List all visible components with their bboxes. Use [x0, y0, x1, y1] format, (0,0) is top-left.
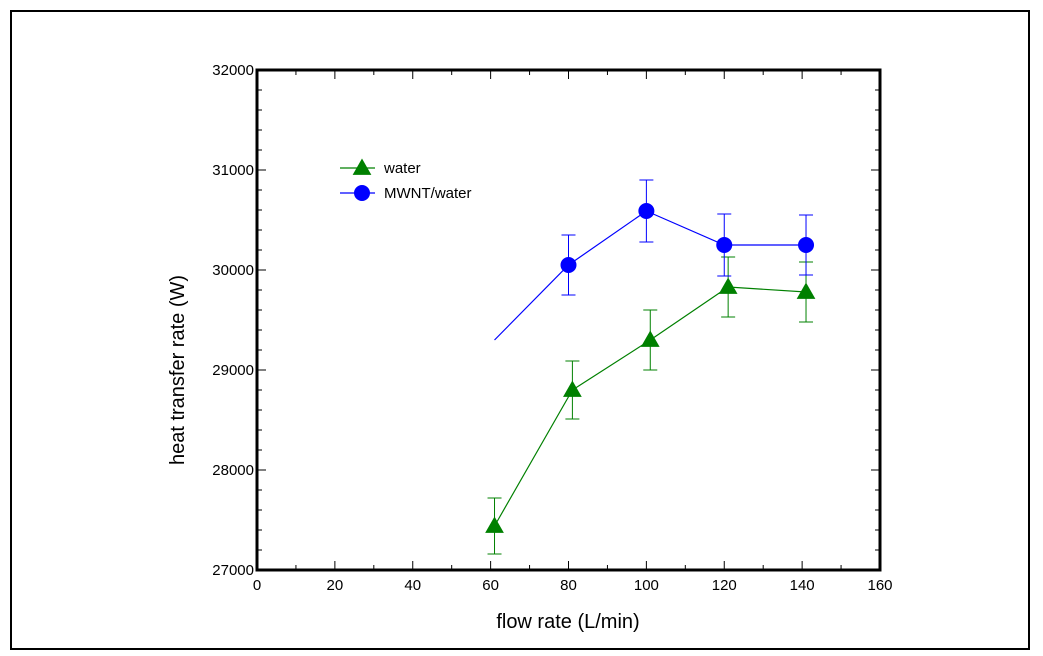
x-tick-label: 40 [404, 577, 421, 594]
legend-label: water [383, 160, 421, 177]
x-tick-label: 20 [327, 577, 344, 594]
x-tick-label: 60 [482, 577, 499, 594]
plot-border [255, 68, 882, 572]
data-point-1-3 [798, 237, 815, 253]
data-point-0-3 [718, 277, 738, 294]
x-tick-label: 140 [790, 577, 815, 594]
data-point-0-0 [485, 516, 504, 533]
y-axis-label: heat transfer rate (W) [167, 275, 189, 465]
data-point-1-0 [560, 257, 577, 273]
legend-marker [352, 158, 372, 175]
x-tick-label: 160 [867, 577, 892, 594]
data-point-1-2 [716, 237, 733, 253]
y-tick-label: 31000 [212, 162, 254, 179]
y-tick-label: 32000 [212, 62, 254, 79]
y-tick-label: 30000 [212, 262, 254, 279]
figure-frame [10, 10, 1030, 650]
x-tick-label: 100 [634, 577, 659, 594]
y-tick-label: 27000 [212, 562, 254, 579]
legend-marker [354, 185, 370, 201]
legend-label: MWNT/water [384, 185, 472, 202]
x-axis-label: flow rate (L/min) [496, 611, 639, 633]
data-point-0-2 [640, 330, 660, 347]
data-point-1-1 [638, 203, 655, 219]
y-tick-label: 28000 [212, 462, 254, 479]
x-tick-label: 80 [560, 577, 577, 594]
x-tick-label: 0 [253, 577, 261, 594]
x-tick-label: 120 [712, 577, 737, 594]
data-point-0-4 [796, 282, 816, 299]
y-tick-label: 29000 [212, 362, 254, 379]
data-point-0-1 [563, 380, 582, 397]
plot-area: 0 20 40 60 80 100 120 140 160 27000 28000 29000 3000… [212, 62, 892, 594]
